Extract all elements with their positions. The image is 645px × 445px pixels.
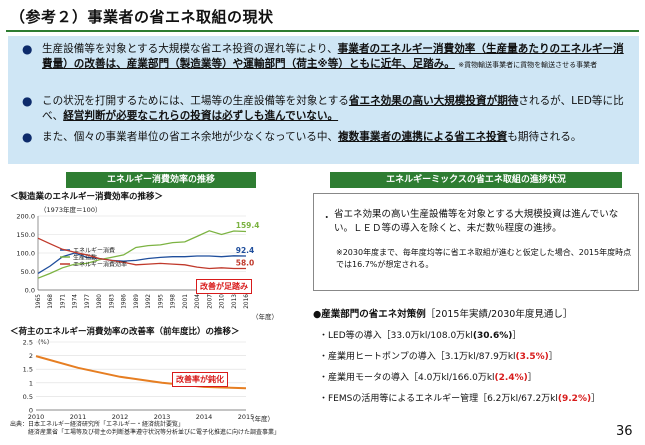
page-number: 36 [616, 424, 633, 439]
policy-item-close: ］ [527, 373, 537, 383]
x-tick-label: 2010 [220, 294, 226, 309]
policy-item-pct: (3.5%) [515, 352, 549, 362]
y-tick-label: 2 [29, 352, 33, 360]
bullet-2-text: この状況を打開するためには、工場等の生産設備等を対象とする [42, 95, 349, 107]
bullet-dot-icon: ● [22, 42, 33, 56]
progress-note: ※2030年度まで、毎年度均等に省エネ取組が進むと仮定した場合、2015年度時点… [336, 248, 632, 269]
series-line [37, 237, 246, 270]
x-tick-label: 2013 [154, 413, 171, 421]
data-label: 92.4 [236, 246, 255, 255]
summary-box: ● 生産設備等を対象とする大規模な省エネ投資の遅れ等により、事業者のエネルギー消… [8, 36, 639, 164]
x-tick-label: 2007 [207, 294, 213, 309]
x-tick-label: 1980 [97, 294, 103, 309]
x-tick-label: 2004 [195, 294, 201, 309]
policy-item-led: ・LED等の導入［33.0万kl/108.0万kl(30.6%)］ [319, 328, 521, 341]
policy-item-label: ・FEMSの活用等によるエネルギー管理［6.2万kl/67.2万kl [319, 394, 558, 404]
x-tick-label: 2011 [70, 413, 87, 421]
progress-box: ・ 省エネ効果の高い生産設備等を対象とする大規模投資は進んでいない。ＬＥＤ等の導… [313, 193, 639, 291]
policy-heading-main: ●産業部門の省エネ対策例 [313, 309, 426, 320]
policy-item-fems: ・FEMSの活用等によるエネルギー管理［6.2万kl/67.2万kl(9.2%)… [319, 391, 600, 404]
x-tick-label: 2016 [244, 294, 250, 309]
x-tick-label: 1998 [171, 294, 177, 309]
policy-item-label: ・産業用ヒートポンプの導入［3.1万kl/87.9万kl [319, 352, 516, 362]
right-panel-header: エネルギーミックスの省エネ取組の進捗状況 [330, 172, 622, 188]
x-tick-label: 2014 [196, 413, 213, 421]
x-tick-label: 1986 [122, 294, 128, 309]
legend-label: エネルギー消費 [73, 247, 115, 255]
policy-item-heatpump: ・産業用ヒートポンプの導入［3.1万kl/87.9万kl(3.5%)］ [319, 349, 558, 362]
chart1-year-unit: （年度） [252, 313, 278, 321]
source-line-2: 経済産業省「工場等及び荷主の判断基準遵守状況等分析並びに電子化推進に向けた調査事… [28, 429, 281, 436]
y-tick-label: 0 [29, 407, 33, 415]
series-line [37, 230, 247, 279]
chart1-callout: 改善が足踏み [196, 279, 252, 294]
y-tick-label: 150.0 [16, 231, 35, 239]
policy-item-label: ・LED等の導入［33.0万kl/108.0万kl [319, 331, 473, 341]
left-panel-header: エネルギー消費効率の推移 [66, 172, 256, 188]
bullet-2-emphasis-2: 経営判断が必要なこれらの投資は必ずしも進んでいない。 [63, 109, 339, 122]
x-tick-label: 2012 [112, 413, 129, 421]
bullet-dot-icon: ・ [322, 213, 332, 224]
chart1-subtitle: （1973年度＝100） [40, 206, 102, 214]
bullet-dot-icon: ● [22, 94, 33, 108]
x-tick-label: 2013 [232, 294, 238, 309]
title-rule [6, 30, 639, 32]
policy-item-pct: (30.6%) [472, 331, 513, 341]
bullet-1-note: ※貨物輸送事業者に貨物を輸送させる事業者 [458, 60, 598, 69]
y-tick-label: 200.0 [16, 213, 35, 221]
bullet-3-text: また、個々の事業者単位の省エネ余地が少なくなっている中、 [42, 131, 339, 143]
y-tick-label: 50.0 [21, 268, 35, 276]
x-tick-label: 1971 [60, 294, 66, 309]
policy-item-motor: ・産業用モータの導入［4.0万kl/166.0万kl(2.4%)］ [319, 370, 537, 383]
x-tick-label: 1989 [134, 294, 140, 309]
x-tick-label: 2010 [28, 413, 45, 421]
y-tick-label: 1.5 [23, 366, 33, 374]
series-line [35, 355, 247, 390]
x-tick-label: 1992 [146, 294, 152, 309]
legend-label: エネルギー消費効率 [73, 261, 127, 269]
chart1-title: ＜製造業のエネルギー消費効率の推移＞ [10, 192, 164, 202]
chart2-year-unit: （年度） [248, 415, 274, 423]
series-line [37, 252, 247, 274]
policy-item-label: ・産業用モータの導入［4.0万kl/166.0万kl [319, 373, 495, 383]
x-tick-label: 2001 [183, 294, 189, 309]
y-tick-label: 0.0 [25, 287, 35, 295]
data-label: 58.0 [236, 259, 255, 268]
page-title: （参考２）事業者の省エネ取組の現状 [10, 8, 274, 26]
x-tick-label: 1965 [36, 294, 42, 309]
y-tick-label: 1 [29, 379, 33, 387]
policy-item-pct: (2.4%) [494, 373, 528, 383]
policy-heading-period: ［2015年実績/2030年度見通し］ [425, 309, 573, 320]
x-tick-label: 1968 [48, 294, 54, 309]
bullet-1-text: 生産設備等を対象とする大規模な省エネ投資の遅れ等により、 [42, 43, 338, 55]
policy-item-close: ］ [591, 394, 601, 404]
x-tick-label: 2015 [238, 413, 255, 421]
bullet-dot-icon: ● [22, 130, 33, 144]
x-tick-label: 1977 [85, 294, 91, 309]
policy-heading: ●産業部門の省エネ対策例［2015年実績/2030年度見通し］ [313, 306, 572, 320]
x-tick-label: 1983 [109, 294, 115, 309]
y-tick-label: 2.5 [23, 339, 33, 347]
x-tick-label: 1995 [158, 294, 164, 309]
source-line-1: 出典：日本エネルギー経済研究所「エネルギー・経済統計要覧」 [10, 421, 185, 428]
policy-item-close: ］ [512, 331, 522, 341]
x-tick-label: 1974 [73, 294, 79, 309]
y-tick-label: 0.5 [23, 393, 33, 401]
policy-item-close: ］ [548, 352, 558, 362]
policy-item-pct: (9.2%) [557, 394, 592, 404]
bullet-2-text-mid: されるが、LED等に比べ、 [42, 95, 624, 122]
data-label: 159.4 [236, 221, 260, 230]
bullet-3-emphasis: 複数事業者の連携による省エネ投資 [338, 131, 508, 143]
chart1-svg: 0.0 50.0 100.0 150.0 200.0 1965 1968 1971 1974 19… [16, 213, 260, 309]
y-tick-label: 100.0 [16, 250, 35, 258]
chart2-callout: 改善率が鈍化 [172, 372, 228, 387]
source-note: 出典：日本エネルギー経済研究所「エネルギー・経済統計要覧」 経済産業省「工場等及… [10, 421, 280, 437]
legend-label: 生産指数 [73, 254, 97, 262]
bullet-1-emphasis: 事業者のエネルギー消費効率（生産量あたりのエネルギー消費量）の改善は、産業部門（… [42, 43, 624, 70]
bullet-2-emphasis-1: 省エネ効果の高い大規模投資が期待 [348, 95, 519, 107]
progress-text: 省エネ効果の高い生産設備等を対象とする大規模投資は進んでいない。ＬＥＤ等の導入を… [334, 209, 619, 234]
chart2-title: ＜荷主のエネルギー消費効率の改善率（前年度比）の推移＞ [10, 327, 240, 337]
bullet-3-text-post: も期待される。 [507, 131, 582, 143]
